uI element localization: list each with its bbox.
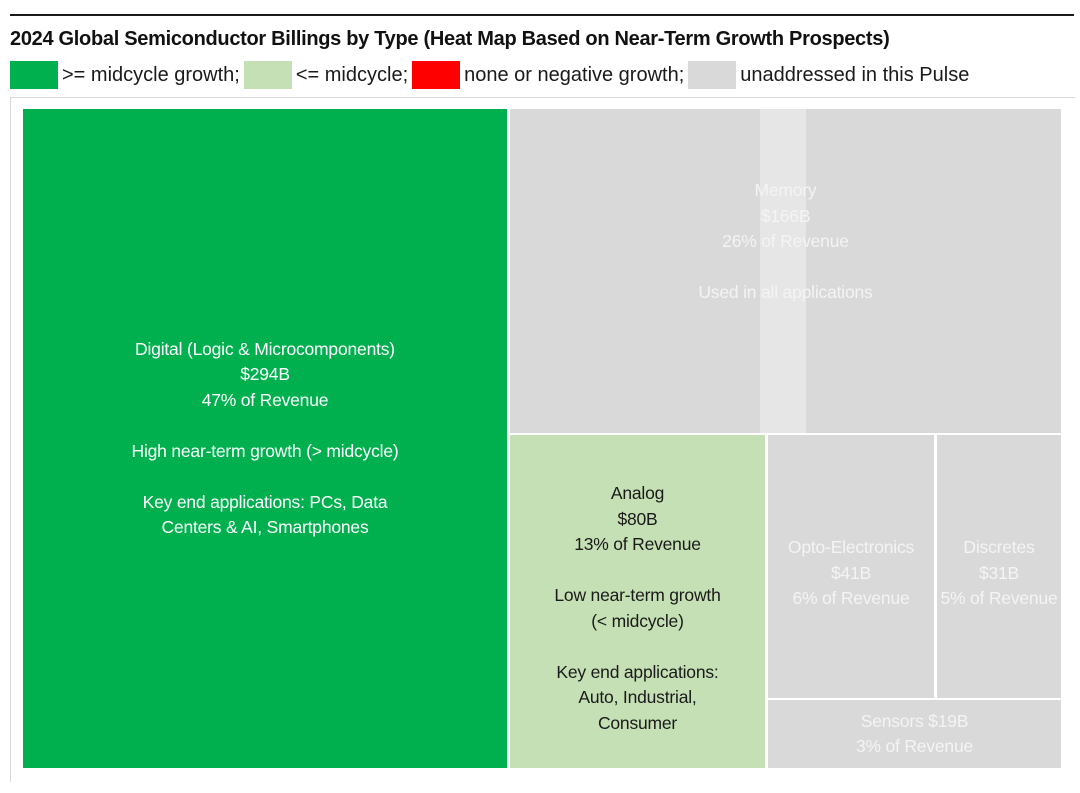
- top-rule: [10, 14, 1074, 16]
- tile-analog-apps-1: Key end applications:: [556, 661, 719, 682]
- tile-sensors-label: Sensors $19B: [860, 710, 969, 731]
- tile-sensors-share: 3% of Revenue: [855, 736, 974, 756]
- tile-memory-label: Memory $166B 26% of Revenue Used in all …: [510, 109, 1061, 433]
- tile-digital-value: $294B: [240, 364, 290, 384]
- tile-memory-share: 26% of Revenue: [722, 231, 849, 252]
- tile-analog-name: Analog: [610, 483, 665, 503]
- legend-label-above-midcycle: >= midcycle growth;: [62, 63, 240, 86]
- tile-analog-text: Analog $80B 13% of Revenue Low near-term…: [554, 467, 720, 736]
- legend-item-negative: none or negative growth;: [412, 61, 688, 89]
- legend-label-negative: none or negative growth;: [464, 63, 685, 86]
- tile-opto-electronics: Opto-Electronics $41B 6% of Revenue: [768, 435, 934, 698]
- legend-item-below-midcycle: <= midcycle;: [243, 61, 412, 89]
- tile-discretes-text: Discretes $31B 5% of Revenue: [940, 521, 1057, 612]
- legend-label-unaddressed: unaddressed in this Pulse: [740, 63, 970, 86]
- tile-discretes-share: 5% of Revenue: [940, 588, 1058, 609]
- tile-analog-share: 13% of Revenue: [574, 534, 701, 554]
- tile-memory-text: Memory $166B 26% of Revenue Used in all …: [698, 178, 872, 306]
- legend-swatch-unaddressed: [688, 61, 737, 89]
- legend-swatch-negative: [412, 61, 461, 89]
- tile-analog: Analog $80B 13% of Revenue Low near-term…: [510, 435, 765, 768]
- legend-swatch-above-midcycle: [10, 61, 58, 89]
- tile-discretes-name: Discretes: [963, 537, 1035, 558]
- tile-analog-apps-2: Auto, Industrial,: [578, 687, 697, 707]
- tile-memory-name: Memory: [754, 180, 817, 201]
- tile-opto-name: Opto-Electronics: [787, 537, 915, 558]
- tile-opto-value: $41B: [830, 562, 872, 583]
- tile-digital-share: 47% of Revenue: [201, 389, 329, 410]
- tile-memory-note: Used in all applications: [698, 282, 873, 303]
- tile-digital-name: Digital (Logic & Microcomponents): [135, 338, 395, 359]
- legend-item-unaddressed: unaddressed in this Pulse: [688, 61, 973, 89]
- tile-digital-applications: Key end applications: PCs, Data Centers …: [142, 491, 388, 538]
- tile-sensors-text: Sensors $19B 3% of Revenue: [856, 709, 973, 760]
- tile-digital: Digital (Logic & Microcomponents) $294B …: [23, 109, 507, 768]
- tile-discretes-value: $31B: [978, 562, 1020, 583]
- legend-swatch-below-midcycle: [243, 61, 292, 89]
- tile-analog-growth-1: Low near-term growth: [554, 585, 721, 605]
- memory-highlight-band: [760, 109, 806, 433]
- tile-digital-text: Digital (Logic & Microcomponents) $294B …: [115, 337, 415, 541]
- tile-sensors: Sensors $19B 3% of Revenue: [768, 700, 1061, 768]
- legend-item-above-midcycle: >= midcycle growth;: [10, 61, 244, 89]
- tile-analog-growth-2: (< midcycle): [591, 610, 684, 631]
- chart-title: 2024 Global Semiconductor Billings by Ty…: [10, 28, 890, 50]
- tile-opto-text: Opto-Electronics $41B 6% of Revenue: [788, 521, 914, 612]
- tile-analog-apps-3: Consumer: [597, 712, 678, 733]
- legend: >= midcycle growth; <= midcycle; none or…: [10, 60, 973, 90]
- tile-analog-value: $80B: [617, 508, 658, 529]
- tile-discretes: Discretes $31B 5% of Revenue: [937, 435, 1061, 698]
- tile-memory-value: $166B: [760, 205, 811, 226]
- tile-opto-share: 6% of Revenue: [792, 588, 910, 609]
- legend-label-below-midcycle: <= midcycle;: [295, 63, 409, 86]
- tile-digital-growth: High near-term growth (> midcycle): [131, 440, 399, 461]
